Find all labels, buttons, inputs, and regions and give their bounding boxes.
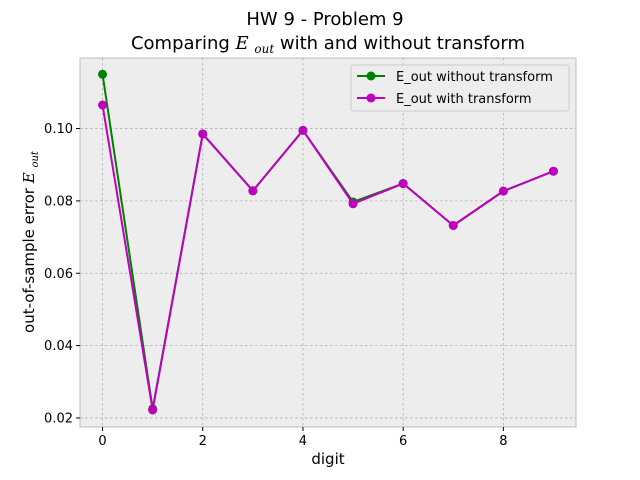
legend-label-without-transform: E_out without transform [396, 70, 553, 85]
y-axis-label-math: E [20, 172, 38, 184]
data-point-series-1 [198, 129, 208, 139]
x-tick-label: 0 [98, 434, 106, 449]
x-tick-label: 2 [199, 434, 207, 449]
grid [80, 58, 576, 427]
y-tick-label: 0.08 [44, 194, 73, 209]
x-tick-label: 8 [499, 434, 507, 449]
data-point-series-1 [398, 179, 408, 189]
y-axis-label-math-sub: out [30, 150, 41, 167]
legend-marker-with-transform [366, 93, 376, 103]
x-tick-label: 6 [399, 434, 407, 449]
legend: E_out without transform E_out with trans… [350, 64, 570, 112]
chart-title: HW 9 - Problem 9 [246, 9, 403, 30]
data-point-series-1 [148, 405, 158, 415]
y-axis-label: out-of-sample error E out [20, 150, 41, 333]
y-axis-label-prefix: out-of-sample error [20, 183, 38, 333]
data-point-series-1 [498, 186, 508, 196]
data-point-series-1 [448, 220, 458, 230]
axis-ticks: 0 2 4 6 8 0.02 0.04 0.06 0.08 0.10 [44, 122, 507, 449]
data-point-series-1 [98, 100, 108, 110]
data-point-series-0 [98, 69, 108, 79]
y-tick-label: 0.06 [44, 267, 73, 282]
series-lines [98, 69, 558, 415]
y-tick-label: 0.10 [44, 122, 73, 137]
legend-box [350, 64, 570, 112]
data-point-series-1 [298, 125, 308, 135]
subtitle-math: E [235, 33, 249, 54]
legend-label-with-transform: E_out with transform [396, 92, 532, 107]
x-tick-label: 4 [299, 434, 307, 449]
data-point-series-1 [248, 186, 258, 196]
data-point-series-1 [348, 199, 358, 209]
x-axis-label: digit [311, 450, 344, 468]
series-line-1 [101, 104, 554, 411]
chart-subtitle: Comparing E out with and without transfo… [131, 33, 525, 58]
y-tick-label: 0.04 [44, 339, 73, 354]
subtitle-prefix: Comparing [131, 33, 236, 54]
legend-marker-without-transform [366, 71, 376, 81]
subtitle-suffix: with and without transform [280, 33, 525, 54]
data-point-series-1 [548, 166, 558, 176]
y-tick-label: 0.02 [44, 411, 73, 426]
subtitle-math-sub: out [254, 42, 274, 56]
plot-area [79, 57, 577, 428]
